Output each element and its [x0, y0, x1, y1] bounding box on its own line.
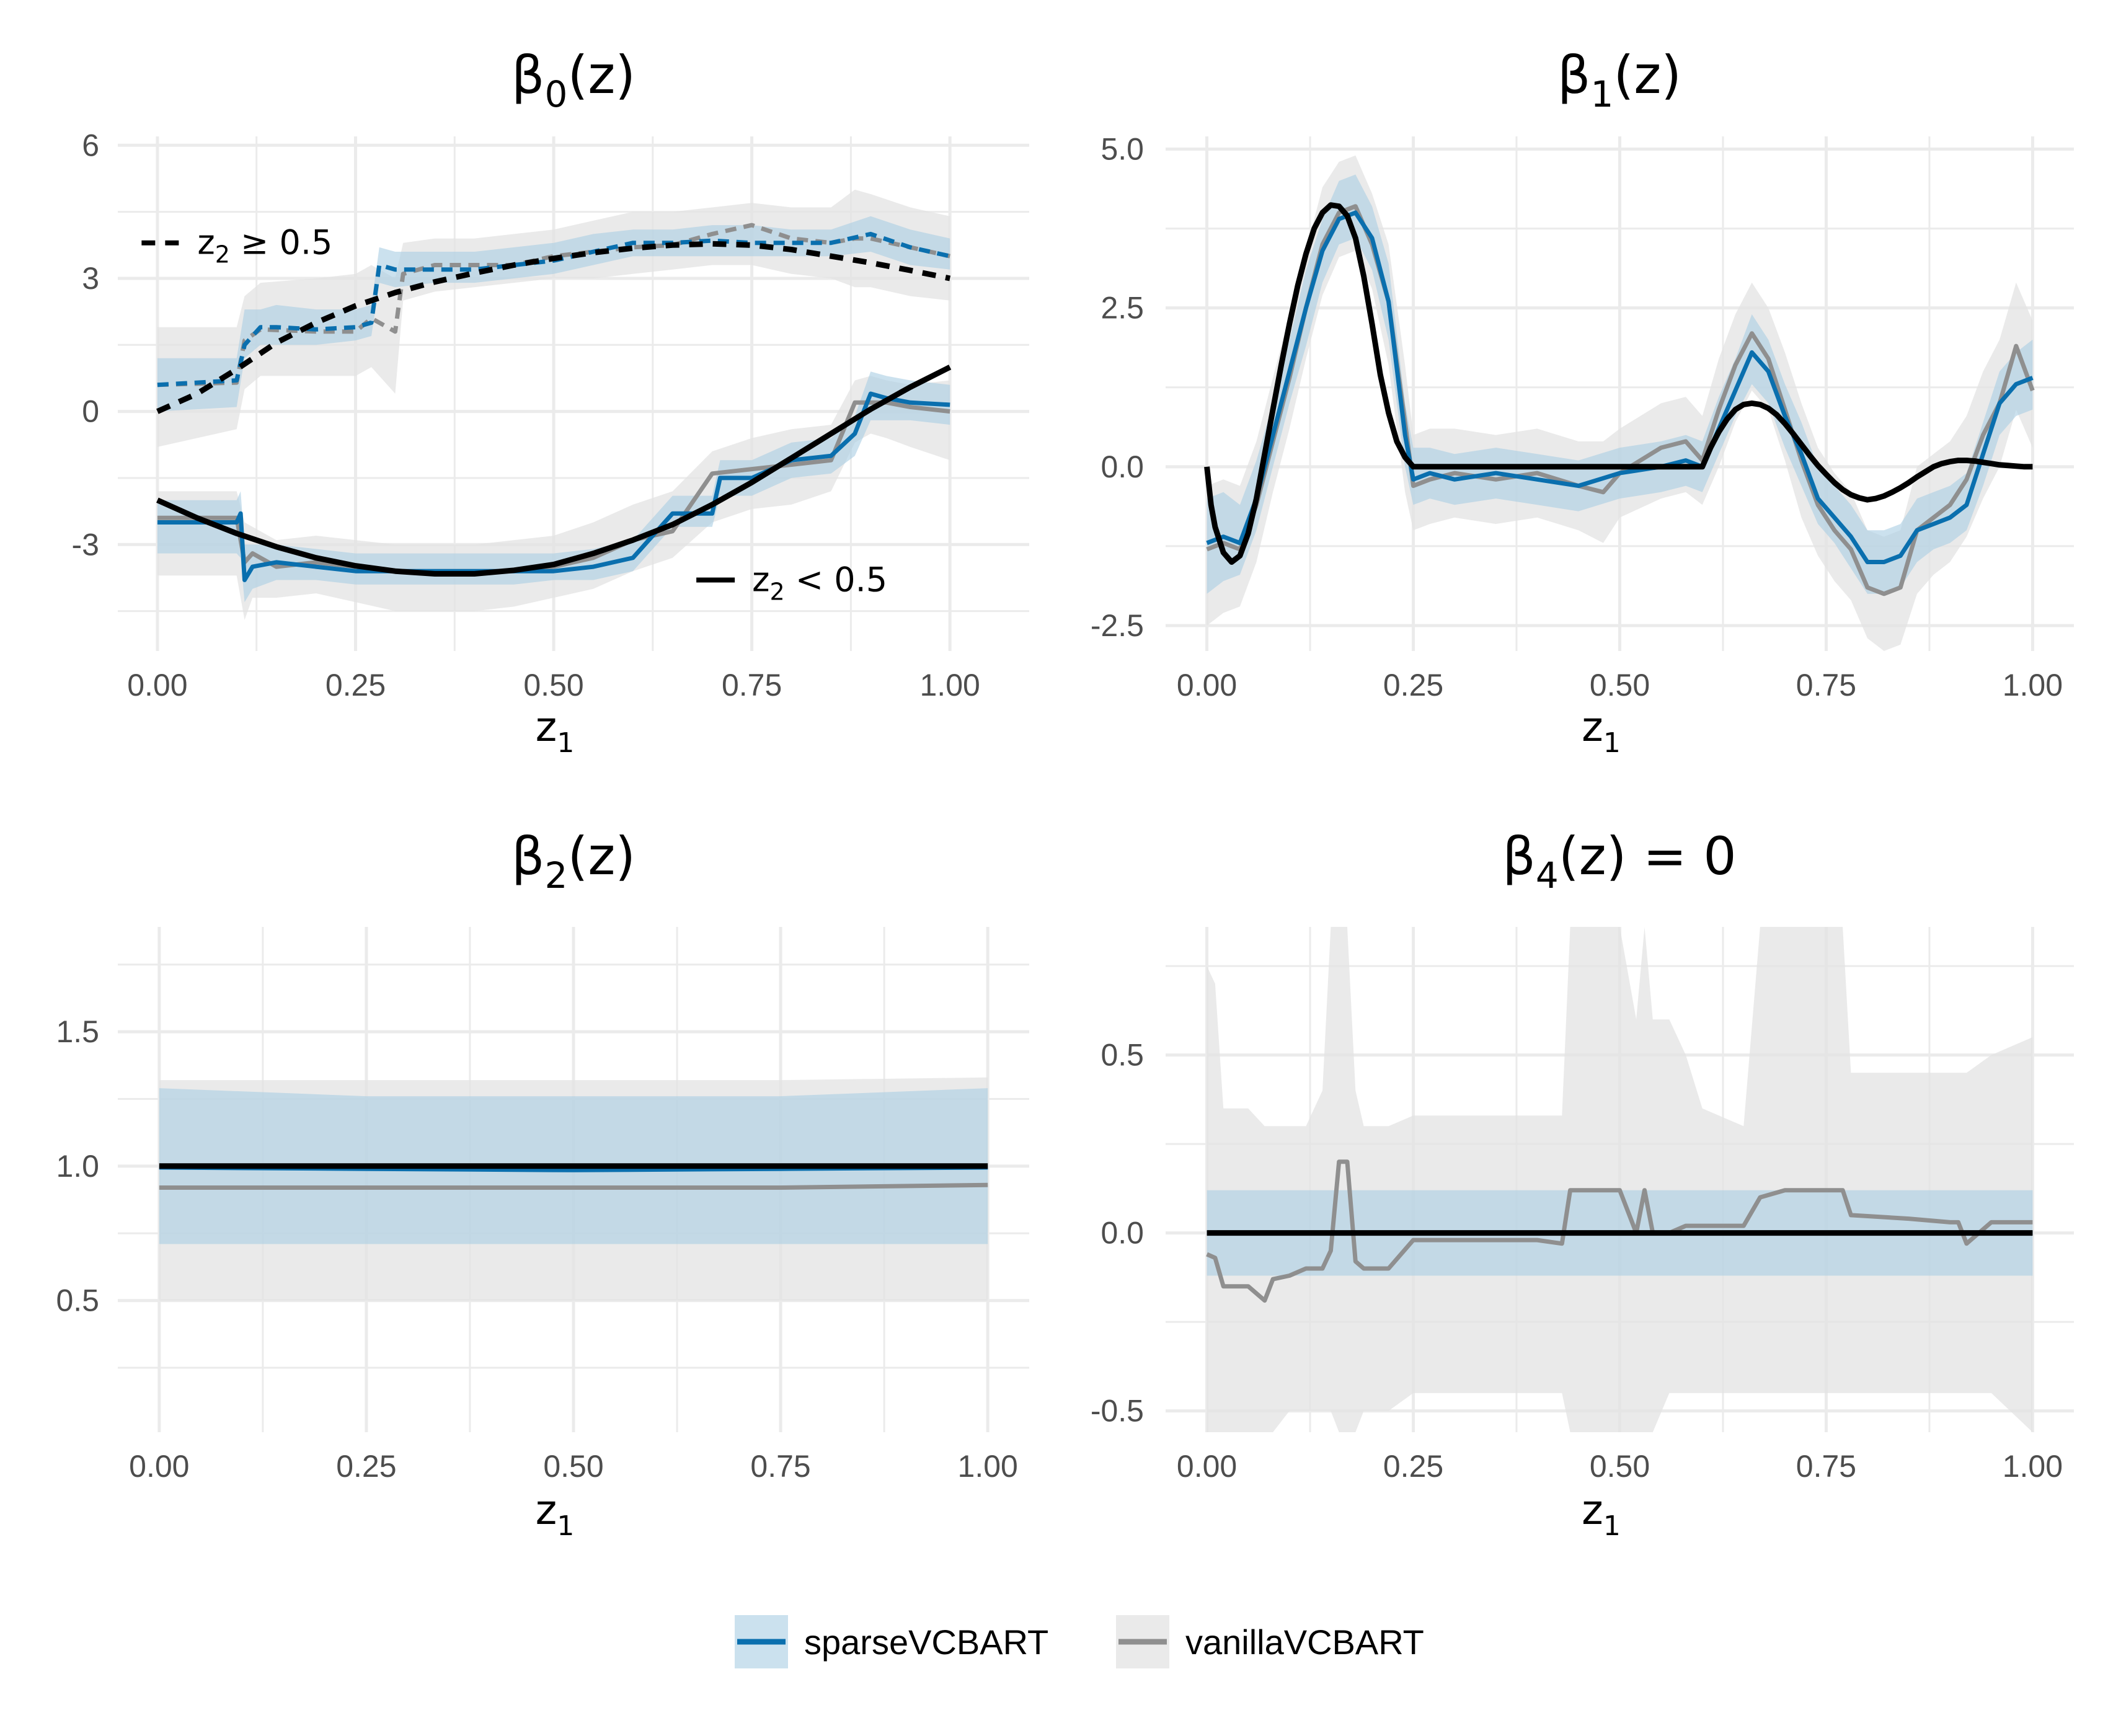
legend: sparseVCBART vanillaVCBART [735, 1615, 1424, 1668]
x-axis-label: z1 [1582, 1486, 1621, 1542]
y-tick-label: -2.5 [1091, 608, 1144, 643]
annotation-label: z2 < 0.5 [752, 560, 887, 606]
series-line-vanilla [1206, 204, 2035, 596]
panel-title: β1(z) [1557, 45, 1681, 115]
y-tick-label: -0.5 [1091, 1394, 1144, 1428]
y-tick-label: 0.0 [1100, 1216, 1144, 1251]
x-tick-label: 0.00 [127, 668, 187, 702]
panel-title: β0(z) [512, 45, 636, 115]
panel-title: β4(z) = 0 [1502, 826, 1736, 897]
x-tick-label: 0.75 [750, 1449, 810, 1484]
panel-title: β2(z) [512, 826, 636, 897]
panel-b1: 0.00 0.25 0.50 0.75 1.00 -2.5 0.0 2.5 5.0 β1(z) z1 [1091, 45, 2074, 759]
y-tick-label: 2.5 [1100, 291, 1144, 326]
x-tick-label: 0.25 [326, 668, 386, 702]
x-axis-label: z1 [536, 703, 575, 759]
plot-area [159, 1077, 988, 1301]
x-tick-label: 1.00 [2003, 1449, 2063, 1484]
x-axis-label: z1 [1582, 703, 1621, 759]
y-tick-label: 0.5 [56, 1283, 99, 1318]
plot-area [1206, 927, 2033, 1432]
legend-key-vanilla [1116, 1615, 1169, 1668]
y-tick-label: 0.0 [1100, 450, 1144, 484]
x-tick-label: 0.50 [523, 668, 583, 702]
series-line-truth [156, 241, 951, 414]
series-line-sparse [157, 391, 950, 582]
x-tick-label: 1.00 [2003, 668, 2063, 702]
x-tick-label: 1.00 [958, 1449, 1018, 1484]
x-tick-label: 0.00 [1177, 668, 1237, 702]
y-tick-label: -3 [72, 527, 99, 562]
annotation-label: z2 ≥ 0.5 [197, 223, 332, 268]
series-line-truth [1204, 202, 2033, 565]
x-tick-label: 0.50 [1590, 668, 1650, 702]
gridlines [1166, 136, 2074, 651]
x-tick-label: 0.50 [1590, 1449, 1650, 1484]
panel-b2: 0.00 0.25 0.50 0.75 1.00 0.5 1.0 1.5 β2(z) z1 [56, 826, 1029, 1542]
series-line-sparse [1206, 210, 2034, 564]
band-vanilla [1207, 927, 2033, 1432]
panel-b0: 0.00 0.25 0.50 0.75 1.00 -3 0 3 6 β0(z) z1 z2 ≥ 0.5… [72, 45, 1029, 759]
x-tick-label: 0.25 [1383, 668, 1443, 702]
y-tick-label: 0.5 [1100, 1038, 1144, 1073]
legend-label-vanilla: vanillaVCBART [1185, 1623, 1424, 1662]
legend-label-sparse: sparseVCBART [804, 1623, 1048, 1662]
x-axis-label: z1 [536, 1486, 575, 1542]
x-tick-label: 0.25 [1383, 1449, 1443, 1484]
y-tick-label: 6 [82, 128, 99, 162]
x-tick-label: 1.00 [920, 668, 980, 702]
plot-area [1204, 155, 2035, 651]
x-tick-label: 0.75 [722, 668, 782, 702]
y-tick-label: 3 [82, 261, 99, 296]
x-tick-label: 0.50 [543, 1449, 603, 1484]
x-tick-label: 0.00 [1177, 1449, 1237, 1484]
x-tick-label: 0.25 [336, 1449, 396, 1484]
y-tick-label: 1.0 [56, 1149, 99, 1184]
x-tick-label: 0.75 [1796, 668, 1856, 702]
y-tick-label: 5.0 [1100, 131, 1144, 166]
panel-b4: 0.00 0.25 0.50 0.75 1.00 -0.5 0.0 0.5 β4(z) = 0 z… [1091, 826, 2074, 1542]
y-tick-label: 1.5 [56, 1014, 99, 1049]
y-tick-label: 0 [82, 394, 99, 429]
series-line-vanilla [159, 1182, 988, 1190]
legend-key-sparse [735, 1615, 788, 1668]
plot-area [156, 189, 952, 620]
x-tick-label: 0.00 [129, 1449, 189, 1484]
series-line-vanilla [1206, 1159, 2033, 1303]
series-line-truth [156, 365, 952, 577]
x-tick-label: 0.75 [1796, 1449, 1856, 1484]
series-line-sparse [157, 231, 950, 388]
band-sparse [1207, 174, 2033, 594]
